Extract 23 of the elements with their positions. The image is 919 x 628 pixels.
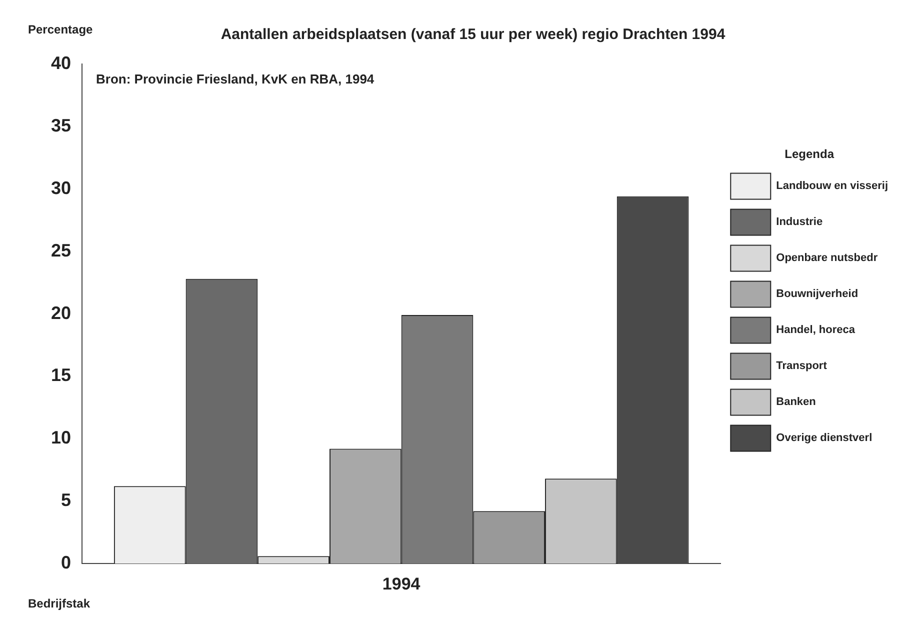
legend-label: Openbare nutsbedr (776, 252, 878, 264)
legend-label: Handel, horeca (776, 324, 856, 336)
y-tick-label: 25 (50, 240, 72, 260)
y-tick-label: 30 (50, 178, 72, 198)
y-tick-label: 5 (61, 490, 72, 510)
legend-label: Banken (776, 396, 816, 408)
y-tick-label: 15 (50, 365, 72, 386)
legend-label: Transport (776, 360, 828, 372)
legend-title: Legenda (784, 147, 834, 162)
y-tick-label: 20 (50, 302, 72, 323)
x-axis-title: Bedrijfstak (28, 596, 90, 610)
legend-label: Overige dienstverl (776, 432, 872, 444)
y-axis-title: Percentage (28, 22, 94, 36)
y-tick-label: 10 (50, 428, 72, 448)
y-tick-label: 40 (50, 52, 72, 73)
y-tick-label: 0 (61, 552, 72, 573)
legend-label: Industrie (776, 216, 823, 228)
annotation: Bron: Provincie Friesland, KvK en RBA, 1994 (96, 72, 375, 87)
legend-label: Landbouw en visserij (776, 180, 888, 192)
y-tick-label: 35 (50, 115, 72, 136)
legend-label: Bouwnijverheid (776, 288, 858, 300)
x-tick-label: 1994 (382, 574, 421, 594)
chart-title: Aantallen arbeidsplaatsen (vanaf 15 uur per week) regio Drachten 1994 (220, 26, 726, 44)
